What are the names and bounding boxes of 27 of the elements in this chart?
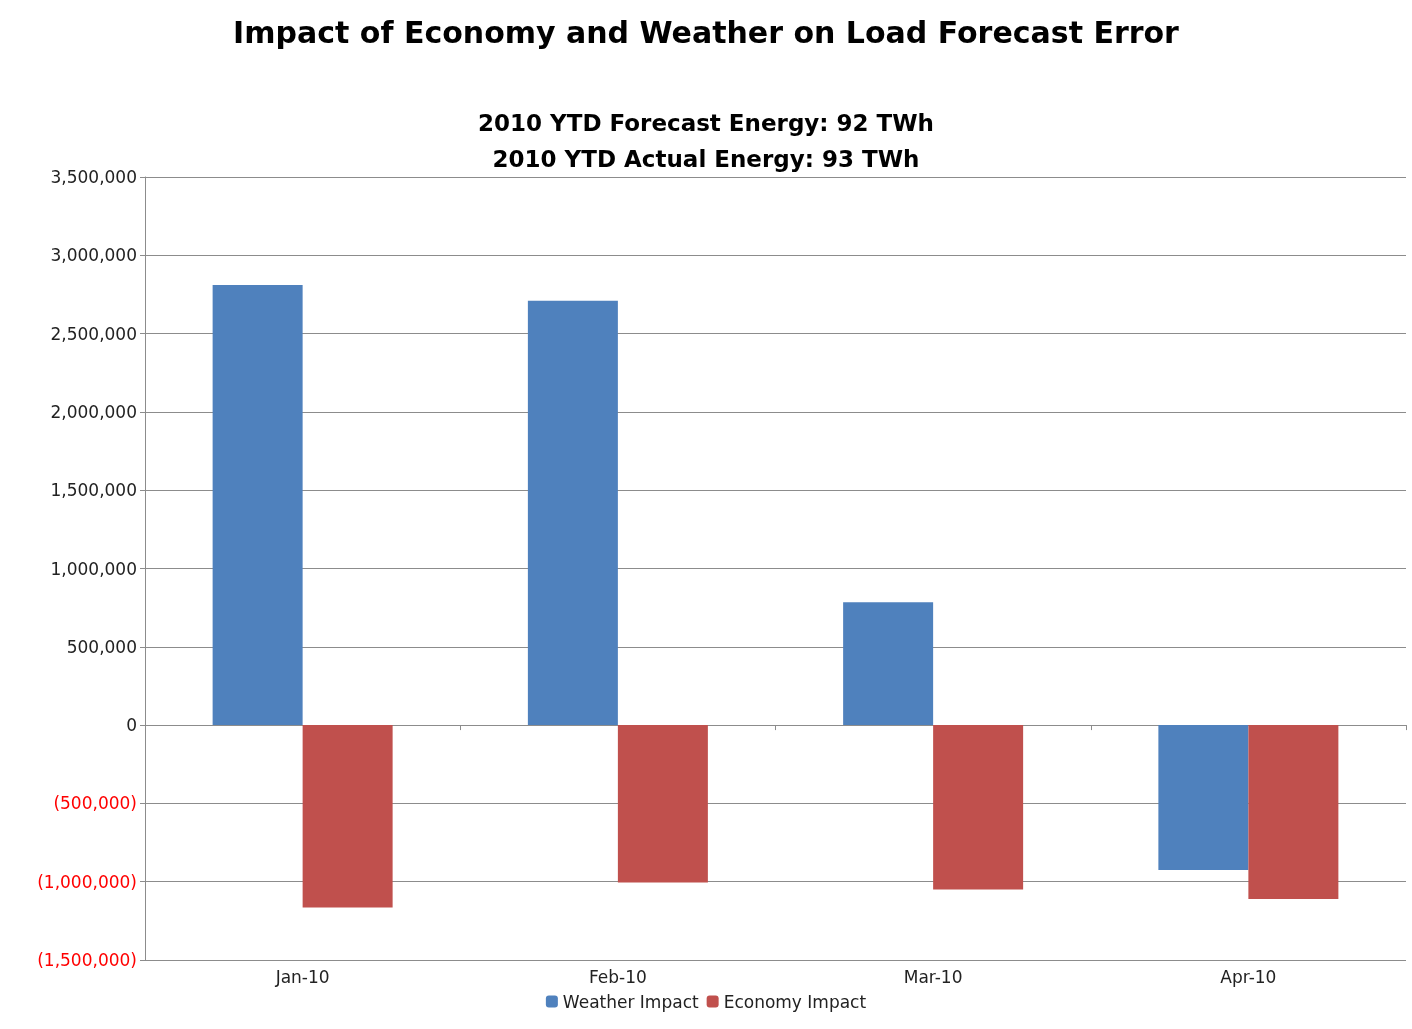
y-tick-label: 1,500,000 — [50, 480, 137, 501]
bar — [302, 725, 393, 908]
bar — [843, 602, 934, 726]
x-tick-label: Apr-10 — [1220, 966, 1277, 987]
bar — [212, 285, 303, 726]
legend-label: Weather Impact — [562, 991, 699, 1012]
y-tick-label: 1,000,000 — [50, 558, 137, 579]
x-tick-label: Mar-10 — [903, 966, 963, 987]
y-tick-label: (1,500,000) — [37, 950, 137, 970]
x-tick-label: Jan-10 — [274, 966, 330, 987]
bar — [527, 300, 618, 726]
y-tick-label: 500,000 — [66, 636, 137, 657]
y-tick-label: 2,000,000 — [50, 401, 137, 422]
y-tick-label: (1,000,000) — [37, 871, 137, 892]
bar — [1158, 725, 1249, 870]
chart-title: Impact of Economy and Weather on Load Forecast Error — [233, 14, 1180, 50]
bar — [617, 725, 708, 883]
x-tick-label: Feb-10 — [588, 966, 647, 987]
y-tick-label: 2,500,000 — [50, 323, 137, 344]
legend-label: Economy Impact — [723, 991, 867, 1012]
y-tick-label: (500,000) — [53, 793, 137, 814]
chart-subtitle: 2010 YTD Forecast Energy: 92 TWh 2010 YTD Actual Energy: 93 TWh — [478, 110, 934, 172]
y-tick-label: 3,500,000 — [50, 167, 137, 187]
bar — [933, 725, 1024, 890]
bar — [1248, 725, 1339, 899]
y-tick-label: 0 — [126, 715, 137, 736]
y-tick-label: 3,000,000 — [50, 245, 137, 266]
